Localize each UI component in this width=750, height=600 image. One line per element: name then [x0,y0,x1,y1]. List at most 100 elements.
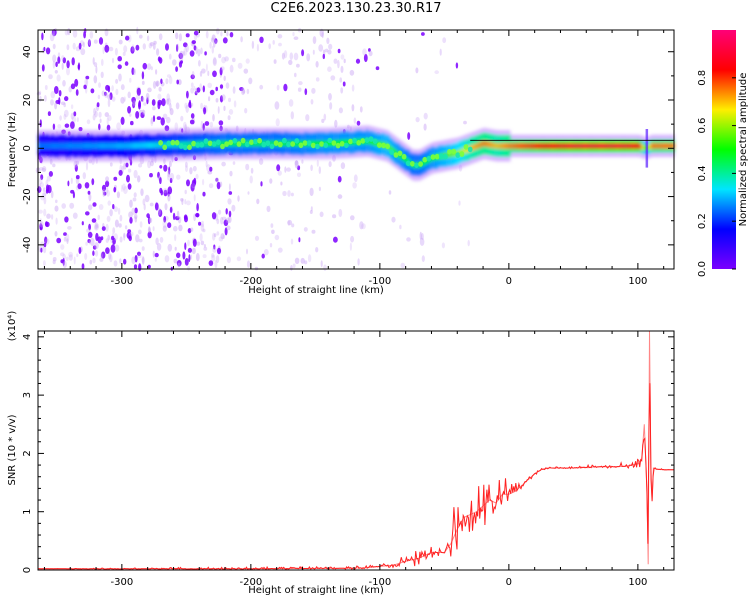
noise-speckle [439,48,442,56]
noise-speckle [169,172,175,181]
noise-speckle [169,177,173,184]
noise-speckle [227,115,231,121]
noise-speckle [105,223,109,232]
ridge-blob [158,140,164,146]
ridge-centre [600,143,603,149]
ridge-blob [220,143,225,150]
noise-speckle [76,117,79,122]
noise-speckle [52,29,56,38]
noise-speckle [176,44,179,52]
noise-speckle [157,99,162,106]
noise-speckle [43,208,47,217]
noise-speckle [174,122,179,131]
noise-speckle [175,32,179,40]
noise-speckle [108,252,111,260]
noise-speckle [101,90,105,97]
noise-speckle [202,178,205,186]
noise-speckle [178,52,184,60]
noise-speckle [52,257,57,262]
noise-speckle [315,77,320,82]
noise-speckle [467,239,470,247]
ridge-centre [483,140,486,147]
ridge-centre [665,143,668,149]
noise-speckle [249,175,253,184]
noise-speckle [133,192,137,198]
noise-speckle [147,231,152,239]
noise-speckle [211,45,214,54]
noise-speckle [303,227,308,232]
ridge-blob [410,161,415,167]
noise-speckle [39,95,42,102]
noise-speckle [109,92,113,100]
ridge-centre [104,143,107,149]
ridge-centre [454,150,457,157]
ridge-centre [370,139,373,145]
noise-speckle [78,127,83,132]
noise-speckle [187,228,192,234]
noise-speckle [245,163,250,171]
noise-speckle [196,87,201,93]
noise-speckle [129,217,133,224]
noise-speckle [176,174,181,180]
noise-speckle [114,244,120,252]
noise-speckle [212,232,216,241]
noise-speckle [114,47,118,56]
noise-speckle [84,78,88,86]
noise-speckle [320,260,323,268]
noise-speckle [215,177,219,183]
noise-speckle [57,56,61,64]
noise-speckle [189,119,195,125]
noise-speckle [213,233,217,238]
noise-speckle [318,166,321,175]
noise-speckle [63,113,67,120]
noise-speckle [150,66,153,71]
ridge-centre [533,143,536,149]
noise-speckle [159,177,162,185]
ridge-centre [513,143,516,149]
noise-speckle [64,216,69,223]
ridge-blob [422,156,428,163]
noise-speckle [282,190,287,197]
noise-speckle [133,264,138,270]
noise-speckle [225,217,230,224]
y-tick-label: 3 [22,392,33,398]
ridge-blob [166,140,172,147]
noise-speckle [135,94,141,100]
noise-speckle [200,223,205,232]
ridge-centre [519,143,522,149]
noise-speckle [229,64,234,73]
noise-speckle [192,165,197,172]
noise-speckle [340,162,346,170]
ridge-centre [604,143,607,149]
ridge-centre [87,143,90,149]
noise-speckle [205,30,209,39]
noise-speckle [315,61,319,68]
noise-speckle [38,209,43,214]
noise-speckle [94,222,99,230]
ridge-centre [525,143,528,149]
ridge-centre [587,143,590,149]
ridge-blob [203,138,209,144]
ridge-centre [500,143,504,149]
ridge-blob [187,144,192,151]
noise-speckle [100,236,104,241]
ridge-centre [649,143,652,150]
noise-speckle [152,226,155,232]
ridge-blob [323,142,329,148]
noise-speckle [154,202,159,211]
ridge-blob [249,139,254,145]
ridge-blob [414,162,419,168]
noise-speckle [421,32,425,36]
noise-speckle [208,96,211,102]
noise-speckle [134,216,138,223]
noise-speckle [251,40,255,50]
ridge-centre [480,141,483,148]
x-tick-label: -300 [111,276,134,287]
noise-speckle [289,52,294,60]
noise-speckle [195,46,198,55]
noise-speckle [122,51,126,57]
ridge-centre [471,144,474,151]
noise-speckle [312,36,317,45]
noise-speckle [107,200,111,206]
